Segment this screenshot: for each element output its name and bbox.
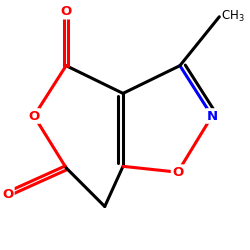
Text: CH$_3$: CH$_3$ [220, 9, 244, 24]
Text: O: O [2, 188, 13, 200]
Text: O: O [172, 166, 183, 179]
Text: O: O [60, 5, 72, 18]
Text: N: N [206, 110, 218, 122]
Text: O: O [28, 110, 40, 122]
